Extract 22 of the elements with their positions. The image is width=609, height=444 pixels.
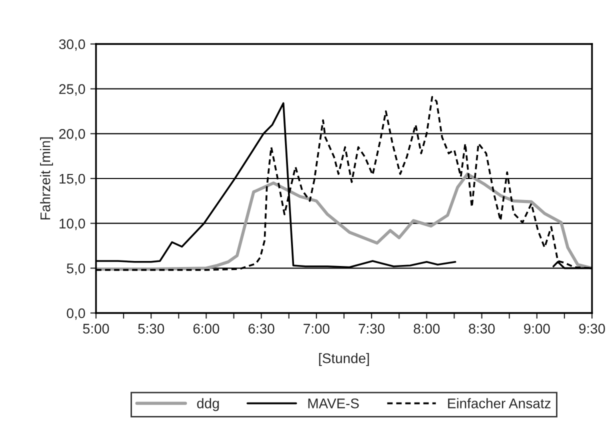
x-tick-label: 5:30 (138, 324, 164, 334)
x-tick-label: 5:00 (83, 324, 109, 334)
y-tick-label: 0,0 (66, 308, 86, 320)
legend-label: MAVE-S (308, 398, 359, 408)
y-tick-label: 10,0 (60, 218, 86, 230)
x-tick-label: 7:30 (358, 324, 385, 334)
legend-label: Einfacher Ansatz (448, 398, 550, 408)
x-tick-label: 9:00 (524, 324, 550, 334)
y-tick-label: 25,0 (59, 84, 86, 96)
x-tick-label: 7:00 (304, 324, 330, 334)
x-axis-title: [Stunde] (319, 353, 369, 366)
x-tick-label: 9:30 (579, 324, 605, 334)
y-tick-label: 30,0 (59, 39, 86, 51)
x-tick-label: 6:00 (193, 324, 220, 334)
y-tick-label: 5,0 (66, 264, 86, 275)
x-tick-label: 8:00 (414, 324, 440, 334)
x-tick-label: 6:30 (248, 324, 274, 334)
y-axis-title: Fahrzeit [min] (40, 137, 53, 220)
y-tick-label: 15,0 (60, 174, 86, 186)
y-tick-label: 20,0 (59, 129, 86, 140)
legend-label: ddg (197, 398, 219, 412)
x-tick-label: 8:30 (468, 324, 495, 334)
